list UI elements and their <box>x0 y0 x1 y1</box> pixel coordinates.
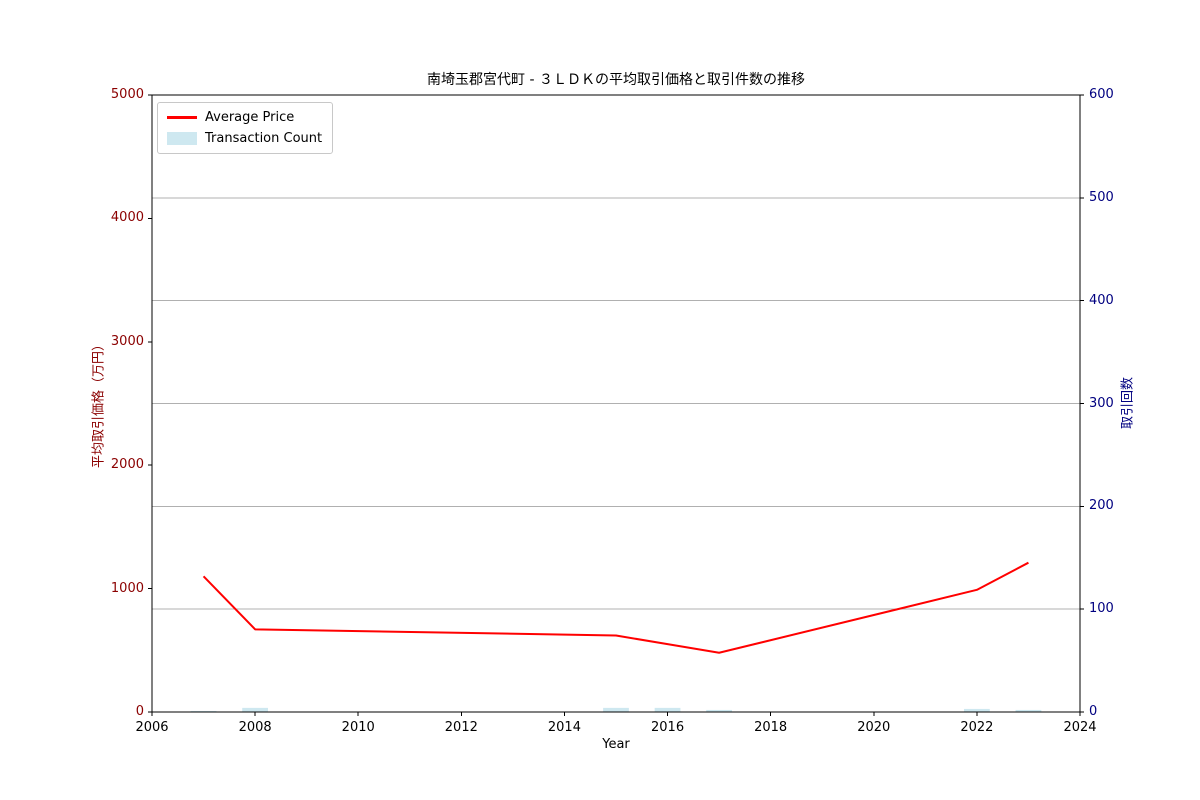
legend-label-average-price: Average Price <box>205 110 295 125</box>
legend-item-transaction-count: Transaction Count <box>167 131 322 146</box>
transaction-count-bar <box>603 707 629 712</box>
y-tick-label-left: 3000 <box>110 333 144 349</box>
y-tick-label-left: 2000 <box>110 457 144 473</box>
legend-patch-sample-icon <box>167 132 197 145</box>
y-tick-label-left: 5000 <box>110 87 144 102</box>
y-tick-label-right: 400 <box>1089 292 1114 308</box>
y-tick-label-right: 100 <box>1089 601 1114 617</box>
x-axis-label: Year <box>602 737 630 752</box>
x-tick-label: 2016 <box>651 720 685 735</box>
x-tick-label: 2012 <box>444 720 478 735</box>
transaction-count-bar <box>964 708 990 712</box>
x-tick-label: 2010 <box>341 720 375 735</box>
y-tick-label-right: 300 <box>1089 395 1114 411</box>
x-tick-label: 2020 <box>857 720 891 735</box>
x-tick-label: 2006 <box>135 720 169 735</box>
legend-label-transaction-count: Transaction Count <box>205 131 323 146</box>
legend-line-sample-icon <box>167 116 197 119</box>
legend-item-average-price: Average Price <box>167 110 322 125</box>
y-tick-label-right: 600 <box>1089 87 1114 102</box>
chart-title: 南埼玉郡宮代町 - ３ＬＤＫの平均取引価格と取引件数の推移 <box>427 72 805 88</box>
y-axis-label-left: 平均取引価格（万円） <box>91 337 107 469</box>
y-tick-label-right: 200 <box>1089 498 1114 514</box>
average-price-line <box>202 561 1029 654</box>
x-tick-label: 2022 <box>960 720 994 735</box>
transaction-count-bar <box>654 707 681 712</box>
y-tick-label-left: 4000 <box>110 210 144 226</box>
y-tick-label-right: 0 <box>1089 704 1098 719</box>
y-tick-label-left: 0 <box>135 704 144 719</box>
legend: Average Price Transaction Count <box>157 102 334 154</box>
x-tick-label: 2018 <box>754 720 788 735</box>
transaction-count-bar <box>1015 709 1042 712</box>
x-tick-label: 2008 <box>238 720 272 735</box>
x-tick-label: 2024 <box>1063 720 1097 735</box>
y-tick-label-left: 1000 <box>110 580 144 596</box>
transaction-count-bar <box>242 707 268 712</box>
x-tick-label: 2014 <box>547 720 581 735</box>
transaction-count-bar <box>190 710 217 712</box>
y-tick-label-right: 500 <box>1089 189 1114 205</box>
transaction-count-bar <box>706 709 732 712</box>
